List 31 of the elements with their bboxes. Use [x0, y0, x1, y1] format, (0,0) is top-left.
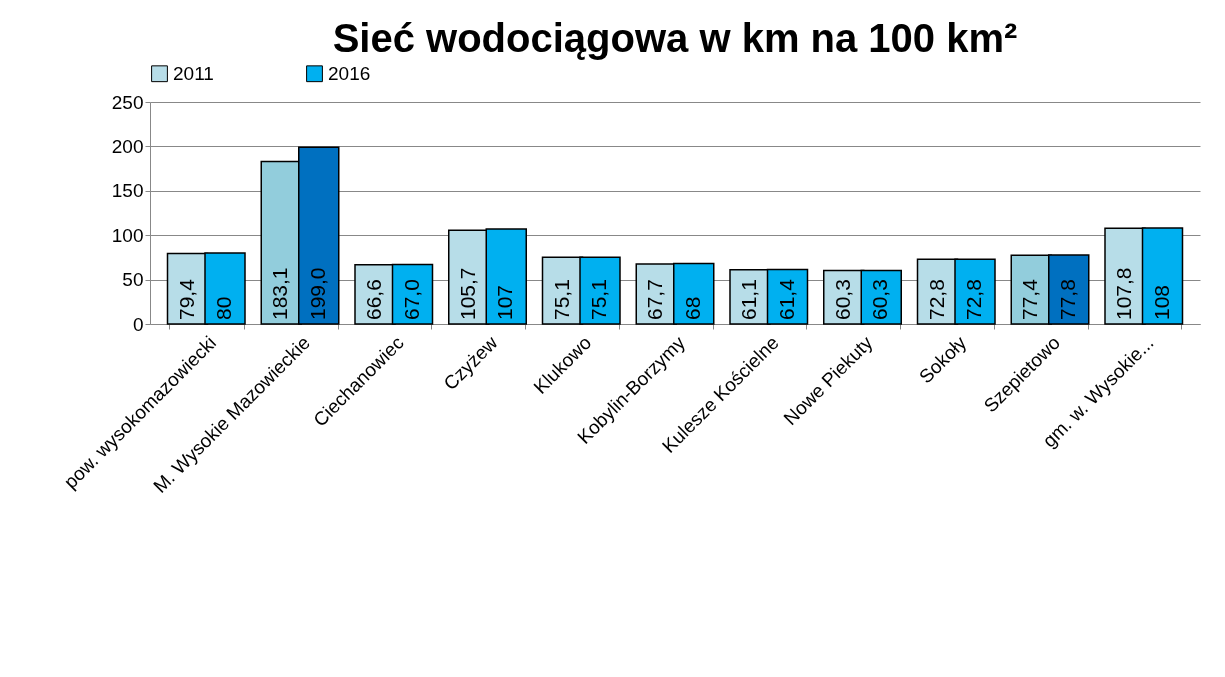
y-tick-label: 0: [132, 313, 144, 335]
data-label: 107: [493, 284, 517, 320]
data-label: 79,4: [174, 278, 198, 320]
data-label: 183,1: [268, 267, 292, 320]
data-label: 107,8: [1112, 267, 1135, 320]
data-label: 68: [680, 296, 704, 320]
y-tick-label: 200: [111, 135, 144, 157]
data-label: 60,3: [830, 279, 854, 320]
y-tick-label: 250: [111, 91, 144, 113]
data-label: 67,0: [399, 279, 423, 320]
data-label: 72,8: [962, 279, 985, 320]
data-label: 60,3: [868, 279, 892, 320]
data-label: 80: [212, 296, 235, 320]
data-label: 72,8: [924, 279, 948, 320]
legend-label: 2011: [173, 62, 214, 84]
data-label: 75,1: [549, 279, 573, 320]
legend-label: 2016: [328, 62, 371, 84]
data-label: 61,1: [737, 279, 760, 320]
data-label: 61,4: [774, 278, 798, 320]
data-label: 66,6: [362, 279, 385, 320]
data-label: 77,4: [1018, 278, 1042, 320]
y-tick-label: 100: [111, 224, 144, 246]
chart-title: Sieć wodociągowa w km na 100 km²: [332, 16, 1018, 60]
data-label: 105,7: [455, 267, 479, 320]
data-label: 67,7: [643, 279, 667, 320]
data-label: 108: [1149, 284, 1173, 320]
y-tick-label: 150: [111, 180, 144, 202]
data-label: 77,8: [1055, 279, 1079, 320]
data-label: 199,0: [305, 267, 329, 320]
data-label: 75,1: [587, 279, 610, 320]
y-tick-label: 50: [122, 269, 144, 291]
